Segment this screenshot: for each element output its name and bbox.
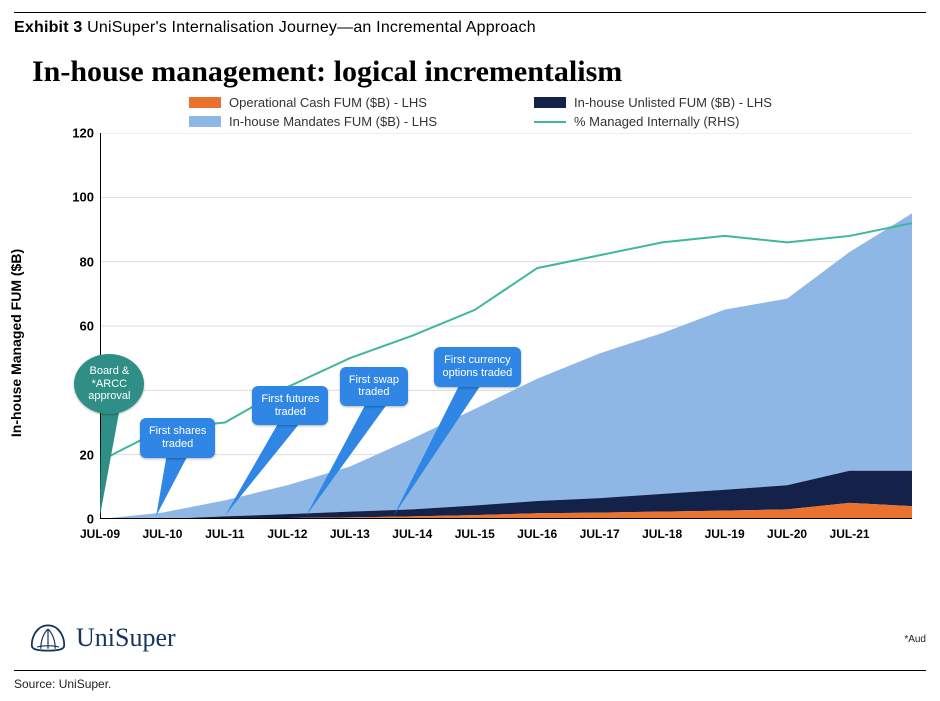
legend-swatch: [189, 97, 221, 108]
y-tick: 100: [60, 190, 94, 205]
callout: First currency options traded: [434, 347, 522, 386]
x-tick: JUL-20: [767, 527, 807, 541]
callout: First swap traded: [340, 367, 408, 406]
legend-label: In-house Mandates FUM ($B) - LHS: [229, 114, 437, 129]
x-tick: JUL-14: [392, 527, 432, 541]
legend-label: Operational Cash FUM ($B) - LHS: [229, 95, 427, 110]
brand-shell-icon: [30, 623, 66, 653]
y-tick: 60: [60, 319, 94, 334]
exhibit-title: UniSuper's Internalisation Journey—an In…: [87, 19, 536, 36]
x-tick: JUL-17: [580, 527, 620, 541]
x-tick: JUL-21: [830, 527, 870, 541]
x-tick: JUL-10: [142, 527, 182, 541]
legend-item: In-house Unlisted FUM ($B) - LHS: [534, 95, 829, 110]
exhibit-label: Exhibit 3: [14, 19, 82, 36]
chart-svg: [100, 133, 912, 519]
x-tick: JUL-12: [267, 527, 307, 541]
callout: First shares traded: [140, 418, 215, 457]
x-tick: JUL-09: [80, 527, 120, 541]
legend-label: In-house Unlisted FUM ($B) - LHS: [574, 95, 772, 110]
y-axis-label: In-house Managed FUM ($B): [8, 249, 24, 437]
x-tick: JUL-15: [455, 527, 495, 541]
legend: Operational Cash FUM ($B) - LHS In-house …: [189, 95, 829, 129]
legend-label: % Managed Internally (RHS): [574, 114, 739, 129]
bottom-rule: [14, 670, 926, 671]
y-tick: 120: [60, 126, 94, 141]
brand: UniSuper: [30, 623, 176, 653]
x-tick: JUL-11: [205, 527, 244, 541]
legend-item: Operational Cash FUM ($B) - LHS: [189, 95, 484, 110]
x-tick: JUL-19: [705, 527, 745, 541]
exhibit-caption: Exhibit 3 UniSuper's Internalisation Jou…: [14, 19, 926, 37]
chart: In-house Managed FUM ($B) 02040608010012…: [22, 133, 922, 553]
callout: First futures traded: [252, 386, 328, 425]
callout: Board & *ARCC approval: [74, 354, 144, 414]
top-rule: [14, 12, 926, 13]
y-tick: 20: [60, 447, 94, 462]
legend-swatch: [534, 97, 566, 108]
plot-area: 020406080100120JUL-09JUL-10JUL-11JUL-12J…: [100, 133, 912, 519]
brand-text: UniSuper: [76, 623, 176, 653]
legend-item: % Managed Internally (RHS): [534, 114, 829, 129]
legend-item: In-house Mandates FUM ($B) - LHS: [189, 114, 484, 129]
x-tick: JUL-18: [642, 527, 682, 541]
x-tick: JUL-16: [517, 527, 557, 541]
legend-swatch: [189, 116, 221, 127]
y-tick: 80: [60, 254, 94, 269]
legend-swatch: [534, 121, 566, 123]
x-tick: JUL-13: [330, 527, 370, 541]
aud-footnote: *Aud: [904, 634, 926, 645]
source-line: Source: UniSuper.: [14, 677, 111, 691]
chart-title: In-house management: logical incremental…: [32, 55, 926, 89]
y-tick: 0: [60, 512, 94, 527]
